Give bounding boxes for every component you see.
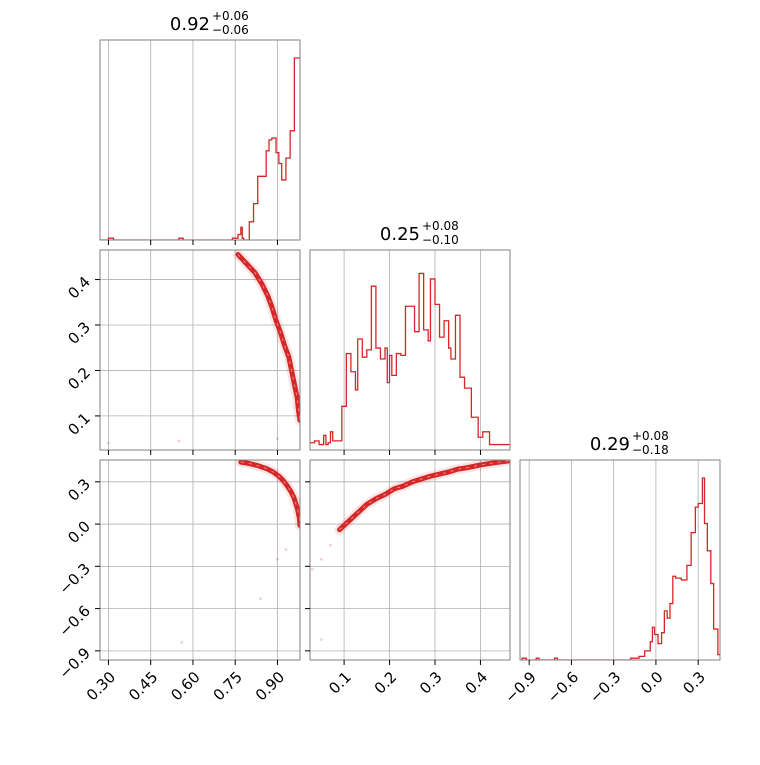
x-tick-label-p2: −0.6 bbox=[544, 668, 582, 706]
title-plus: +0.06 bbox=[212, 9, 249, 23]
contour-p2-vs-p1 bbox=[334, 460, 510, 535]
x-tick-label-p0: 0.45 bbox=[125, 668, 161, 704]
x-tick-label-p2: −0.9 bbox=[501, 668, 539, 706]
contour-line bbox=[337, 460, 510, 533]
grid-2-0 bbox=[100, 460, 300, 660]
panel-frame-2-0 bbox=[99, 459, 301, 661]
contour-p2-vs-p0 bbox=[235, 460, 300, 531]
panel-frame-1-1 bbox=[309, 249, 511, 451]
grid-0-0 bbox=[108, 40, 278, 240]
x-tick-label-p2: −0.3 bbox=[586, 668, 624, 706]
x-tick-label-p0: 0.30 bbox=[83, 668, 119, 704]
x-tick-label-p0: 0.60 bbox=[167, 668, 203, 704]
title-minus: −0.06 bbox=[212, 23, 249, 37]
title-plus: +0.08 bbox=[632, 429, 669, 443]
title-value: 0.92 bbox=[170, 14, 210, 35]
title-plus: +0.08 bbox=[422, 219, 459, 233]
y-tick-label-p2: 0.0 bbox=[64, 517, 94, 547]
contour-inner bbox=[237, 254, 300, 421]
sample-point bbox=[320, 638, 323, 641]
sample-point bbox=[310, 567, 314, 571]
sample-point bbox=[180, 641, 183, 644]
samples-p2-vs-p1 bbox=[310, 543, 332, 641]
grid-1-0 bbox=[100, 250, 300, 450]
histogram-p1 bbox=[310, 272, 510, 446]
sample-point bbox=[329, 543, 332, 547]
sample-point bbox=[276, 437, 279, 440]
x-tick-label-p2: 0.3 bbox=[679, 668, 709, 698]
panel-frame-0-0 bbox=[99, 39, 301, 241]
panel-frame-2-2 bbox=[519, 459, 721, 661]
contour-line bbox=[238, 460, 300, 528]
y-tick-label-p2: −0.9 bbox=[56, 644, 94, 682]
sample-point bbox=[284, 548, 288, 551]
sample-point bbox=[177, 439, 181, 443]
x-tick-label-p2: 0.0 bbox=[637, 668, 667, 698]
contour-halo bbox=[334, 460, 510, 535]
y-tick-label-p2: −0.3 bbox=[56, 560, 94, 598]
x-tick-label-p1: 0.4 bbox=[462, 668, 492, 698]
samples-p1-vs-p0 bbox=[107, 437, 279, 445]
grid-2-2 bbox=[528, 460, 699, 660]
title-minus: −0.18 bbox=[632, 443, 669, 457]
title-p1: 0.25 +0.08−0.10 bbox=[380, 219, 459, 247]
x-tick-label-p1: 0.2 bbox=[371, 668, 401, 698]
panel-frame-1-0 bbox=[99, 249, 301, 451]
y-tick-label-p1: 0.1 bbox=[64, 409, 94, 439]
y-tick-label-p1: 0.4 bbox=[64, 273, 94, 303]
sample-point bbox=[107, 441, 110, 445]
sample-point bbox=[276, 557, 279, 561]
contour-inner bbox=[240, 461, 300, 526]
title-p2: 0.29 +0.08−0.18 bbox=[590, 429, 669, 457]
samples-p2-vs-p0 bbox=[180, 548, 288, 644]
histogram-p2 bbox=[520, 477, 720, 660]
x-tick-label-p0: 0.90 bbox=[252, 668, 288, 704]
panel-frame-2-1 bbox=[309, 459, 511, 661]
y-tick-label-p2: 0.3 bbox=[64, 475, 94, 505]
contour-inner bbox=[339, 460, 510, 531]
grid-2-1 bbox=[310, 460, 510, 660]
sample-point bbox=[259, 597, 262, 601]
sample-point bbox=[320, 557, 323, 561]
title-value: 0.25 bbox=[380, 224, 420, 245]
y-tick-label-p1: 0.2 bbox=[64, 364, 94, 394]
x-tick-label-p1: 0.1 bbox=[325, 668, 355, 698]
title-minus: −0.10 bbox=[422, 233, 459, 247]
y-tick-label-p2: −0.6 bbox=[56, 602, 94, 640]
x-tick-label-p1: 0.3 bbox=[416, 668, 446, 698]
contour-p1-vs-p0 bbox=[233, 250, 300, 426]
y-tick-label-p1: 0.3 bbox=[64, 318, 94, 348]
histogram-p0 bbox=[100, 57, 300, 240]
title-value: 0.29 bbox=[590, 434, 630, 455]
contour-line bbox=[235, 252, 300, 423]
title-p0: 0.92 +0.06−0.06 bbox=[170, 9, 249, 37]
x-tick-label-p0: 0.75 bbox=[210, 668, 246, 704]
